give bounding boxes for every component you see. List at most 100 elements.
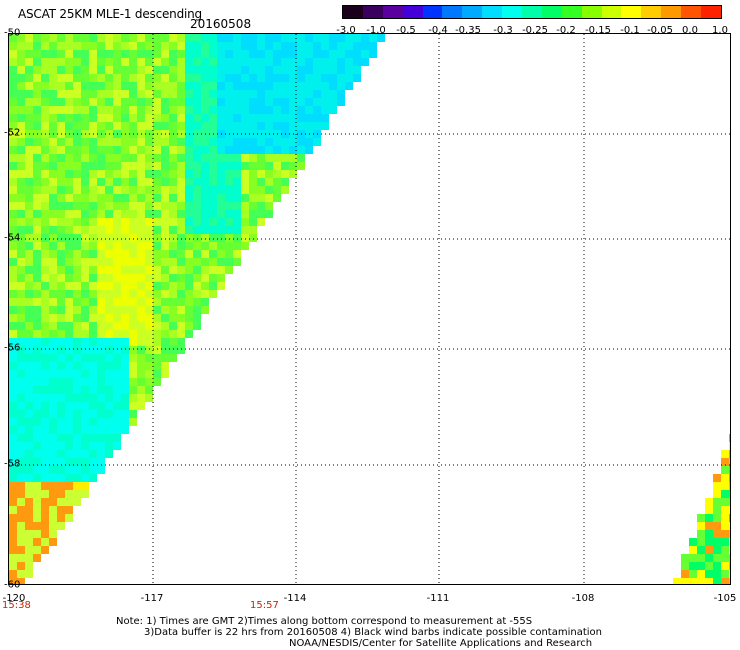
- data-cell: [65, 74, 73, 82]
- data-cell: [241, 154, 249, 162]
- data-cell: [65, 306, 73, 314]
- data-cell: [233, 90, 241, 98]
- data-cell: [41, 466, 49, 474]
- data-cell: [57, 178, 65, 186]
- data-cell: [25, 114, 33, 122]
- data-cell: [33, 178, 41, 186]
- data-cell: [153, 202, 161, 210]
- data-cell: [89, 434, 97, 442]
- data-cell: [113, 58, 121, 66]
- data-cell: [57, 338, 65, 346]
- data-cell: [369, 42, 377, 50]
- data-cell: [49, 418, 57, 426]
- data-cell: [209, 34, 217, 42]
- data-cell: [345, 74, 353, 82]
- data-cell: [273, 98, 281, 106]
- data-cell: [25, 138, 33, 146]
- data-cell: [129, 410, 137, 418]
- data-cell: [73, 498, 81, 506]
- data-cell: [713, 530, 721, 538]
- data-cell: [249, 218, 257, 226]
- data-cell: [185, 314, 193, 322]
- data-cell: [41, 538, 49, 546]
- data-cell: [233, 218, 241, 226]
- color-swatch: [581, 6, 602, 18]
- data-cell: [233, 106, 241, 114]
- data-cell: [9, 482, 17, 490]
- data-cell: [49, 314, 57, 322]
- data-cell: [81, 458, 89, 466]
- data-cell: [169, 114, 177, 122]
- data-cell: [9, 426, 17, 434]
- data-cell: [105, 370, 113, 378]
- color-scale-label: 0.0: [682, 25, 698, 36]
- data-cell: [33, 90, 41, 98]
- data-cell: [33, 330, 41, 338]
- data-cell: [193, 234, 201, 242]
- data-cell: [9, 362, 17, 370]
- data-cell: [113, 306, 121, 314]
- data-cell: [33, 290, 41, 298]
- data-cell: [281, 58, 289, 66]
- data-cell: [49, 106, 57, 114]
- data-cell: [289, 122, 297, 130]
- data-cell: [137, 242, 145, 250]
- data-cell: [89, 314, 97, 322]
- data-cell: [241, 122, 249, 130]
- data-cell: [305, 66, 313, 74]
- data-cell: [697, 554, 705, 562]
- data-cell: [33, 146, 41, 154]
- data-cell: [169, 122, 177, 130]
- data-cell: [81, 58, 89, 66]
- data-cell: [9, 314, 17, 322]
- data-cell: [41, 186, 49, 194]
- data-cell: [169, 74, 177, 82]
- data-cell: [89, 194, 97, 202]
- data-cell: [17, 282, 25, 290]
- data-cell: [145, 58, 153, 66]
- data-cell: [337, 42, 345, 50]
- data-cell: [161, 98, 169, 106]
- data-cell: [129, 58, 137, 66]
- data-cell: [65, 378, 73, 386]
- data-cell: [97, 98, 105, 106]
- data-cell: [9, 154, 17, 162]
- data-cell: [713, 570, 721, 578]
- data-cell: [697, 570, 705, 578]
- map-plot-frame: [8, 33, 731, 585]
- data-cell: [105, 314, 113, 322]
- data-cell: [153, 34, 161, 42]
- data-cell: [217, 82, 225, 90]
- data-cell: [681, 570, 689, 578]
- data-cell: [81, 338, 89, 346]
- data-cell: [273, 162, 281, 170]
- data-cell: [113, 194, 121, 202]
- data-cell: [193, 218, 201, 226]
- data-cell: [217, 178, 225, 186]
- data-cell: [89, 354, 97, 362]
- data-cell: [17, 442, 25, 450]
- data-cell: [177, 50, 185, 58]
- data-cell: [145, 314, 153, 322]
- data-cell: [145, 298, 153, 306]
- data-cell: [41, 154, 49, 162]
- data-cell: [161, 74, 169, 82]
- data-cell: [193, 90, 201, 98]
- data-cell: [201, 266, 209, 274]
- data-cell: [49, 346, 57, 354]
- data-cell: [89, 34, 97, 42]
- data-cell: [169, 210, 177, 218]
- data-cell: [89, 82, 97, 90]
- data-cell: [121, 330, 129, 338]
- data-cell: [33, 66, 41, 74]
- data-cell: [97, 42, 105, 50]
- data-cell: [57, 82, 65, 90]
- data-cell: [129, 98, 137, 106]
- data-cell: [313, 90, 321, 98]
- data-cell: [73, 474, 81, 482]
- data-cell: [65, 434, 73, 442]
- data-cell: [193, 266, 201, 274]
- data-cell: [177, 258, 185, 266]
- data-cell: [137, 58, 145, 66]
- data-cell: [145, 370, 153, 378]
